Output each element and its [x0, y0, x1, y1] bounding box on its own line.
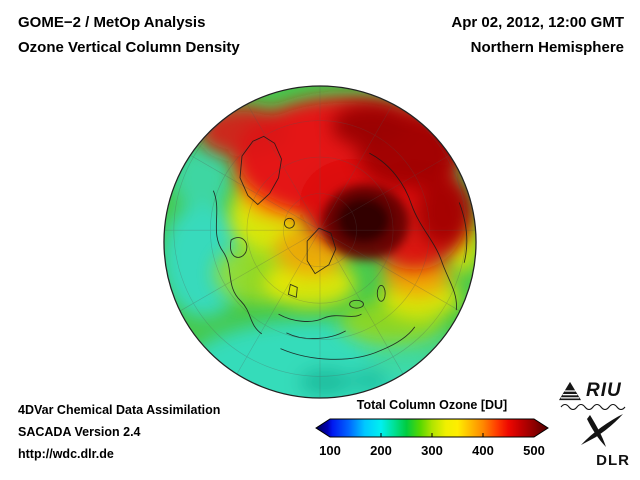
product-title: Ozone Vertical Column Density	[18, 39, 240, 56]
version-label: SACADA Version 2.4	[18, 425, 141, 439]
colorbar-tick-100: 100	[319, 443, 341, 458]
colorbar-tick-400: 400	[472, 443, 494, 458]
dlr-logo: DLR	[572, 411, 632, 469]
colorbar-title: Total Column Ozone [DU]	[356, 398, 508, 412]
ozone-map-svg	[163, 85, 477, 399]
region-label: Northern Hemisphere	[470, 39, 624, 56]
assimilation-label: 4DVar Chemical Data Assimilation	[18, 403, 221, 417]
dlr-logo-text: DLR	[596, 452, 630, 469]
ozone-field	[163, 85, 477, 399]
footer-credits: 4DVar Chemical Data Assimilation SACADA …	[18, 399, 220, 465]
colorbar-tick-300: 300	[421, 443, 443, 458]
colorbar	[314, 417, 550, 439]
timestamp-label: Apr 02, 2012, 12:00 GMT	[451, 14, 624, 31]
instrument-title: GOME−2 / MetOp Analysis	[18, 14, 206, 31]
colorbar-tick-200: 200	[370, 443, 392, 458]
website-url: http://wdc.dlr.de	[18, 447, 114, 461]
riu-triangle-icon	[559, 381, 581, 401]
dlr-bird-icon	[581, 414, 623, 447]
ozone-map-globe	[162, 84, 478, 400]
coastlines	[212, 135, 468, 360]
riu-logo-text: RIU	[586, 380, 622, 401]
riu-logo: RIU	[558, 380, 636, 410]
globe-limb	[163, 85, 477, 399]
colorbar-tick-500: 500	[523, 443, 545, 458]
colorbar-gradient-icon	[315, 418, 549, 438]
riu-waves-icon	[560, 403, 626, 410]
